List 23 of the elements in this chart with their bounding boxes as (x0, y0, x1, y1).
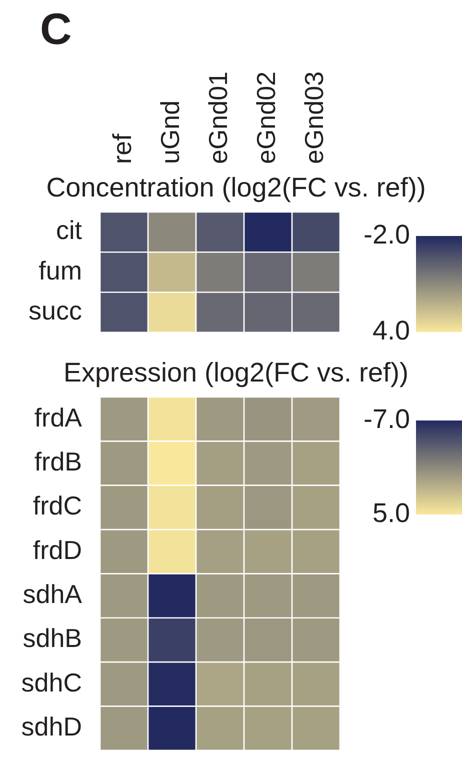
color-bar-label: -7.0 (363, 404, 410, 434)
x-tick-label: eGnd03 (299, 71, 330, 164)
x-tick-label: eGnd02 (251, 71, 282, 164)
x-tick-label: eGnd01 (203, 71, 234, 164)
color-bar-label: 5.0 (372, 498, 410, 528)
text: C (40, 5, 72, 54)
y-tick-label: frdA (34, 402, 83, 432)
y-tick-label: sdhB (22, 623, 82, 654)
y-tick-label: sdhD (21, 711, 82, 742)
y-tick-label: cit (56, 215, 83, 246)
x-tick-label: uGnd (155, 100, 186, 164)
y-tick-label: sdhC (21, 667, 82, 698)
y-tick-label: frdD (32, 534, 82, 565)
y-tick-label: sdhA (22, 578, 83, 609)
y-tick-label: fum (38, 255, 82, 286)
y-tick-label: frdC (32, 490, 82, 521)
x-tick-label: ref (107, 132, 138, 164)
chart-title: Concentration (log2(FC vs. ref)) (46, 172, 426, 202)
y-tick-label: frdB (34, 446, 82, 476)
y-tick-label: succ (28, 296, 82, 326)
color-bar-label: 4.0 (372, 315, 410, 346)
color-bar-label: -2.0 (363, 219, 410, 250)
chart-title: Expression (log2(FC vs. ref)) (63, 357, 409, 388)
